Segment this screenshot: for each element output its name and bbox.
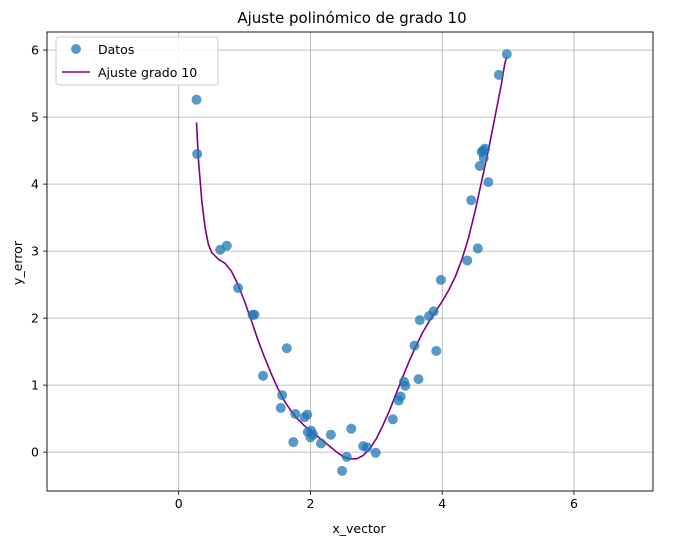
data-point [395, 391, 406, 402]
data-point [431, 345, 442, 356]
data-point [501, 49, 512, 60]
legend-label-datos: Datos [98, 42, 134, 57]
y-tick-label: 5 [31, 110, 39, 125]
data-point [308, 429, 319, 440]
data-point [472, 243, 483, 254]
data-point [478, 152, 489, 163]
data-point [192, 148, 203, 159]
data-point [414, 315, 425, 326]
data-point [249, 309, 260, 320]
data-point [428, 306, 439, 317]
grid [47, 32, 653, 491]
legend-box [55, 36, 219, 86]
data-point [493, 69, 504, 80]
data-point [400, 380, 411, 391]
legend-label-fit: Ajuste grado 10 [98, 65, 197, 80]
data-point [275, 402, 286, 413]
x-axis: 0 2 4 6 [175, 491, 578, 511]
data-points [191, 49, 512, 476]
data-point [281, 343, 292, 354]
data-point [191, 94, 202, 105]
y-axis: 0 1 2 3 4 5 6 [31, 43, 47, 460]
y-tick-label: 2 [31, 311, 39, 326]
data-point [221, 240, 232, 251]
data-point [290, 408, 301, 419]
x-tick-label: 0 [175, 496, 183, 511]
data-point [258, 370, 269, 381]
data-point [277, 390, 288, 401]
data-point [474, 161, 485, 172]
data-point [325, 429, 336, 440]
data-point [466, 195, 477, 206]
x-tick-label: 4 [438, 496, 446, 511]
data-point [462, 255, 473, 266]
data-point [337, 465, 348, 476]
x-tick-label: 2 [307, 496, 315, 511]
data-point [316, 438, 327, 449]
y-tick-label: 0 [31, 445, 39, 460]
data-point [288, 437, 299, 448]
chart-title: Ajuste polinómico de grado 10 [237, 9, 466, 27]
plot-frame [46, 31, 654, 492]
legend-marker-datos [71, 44, 81, 54]
y-tick-label: 1 [31, 378, 39, 393]
data-point [483, 177, 494, 188]
x-axis-label: x_vector [332, 521, 386, 536]
data-point [409, 340, 420, 351]
data-point [346, 423, 357, 434]
data-point [233, 282, 244, 293]
y-tick-label: 6 [31, 43, 39, 58]
data-point [480, 143, 491, 154]
y-axis-label: y_error [10, 240, 25, 285]
x-tick-label: 6 [570, 496, 578, 511]
y-tick-label: 3 [31, 244, 39, 259]
legend: Datos Ajuste grado 10 [55, 36, 219, 86]
data-point [370, 447, 381, 458]
y-tick-label: 4 [31, 177, 39, 192]
data-point [362, 442, 373, 453]
data-point [387, 414, 398, 425]
data-point [413, 374, 424, 385]
data-point [435, 274, 446, 285]
data-point [302, 409, 313, 420]
data-point [341, 451, 352, 462]
